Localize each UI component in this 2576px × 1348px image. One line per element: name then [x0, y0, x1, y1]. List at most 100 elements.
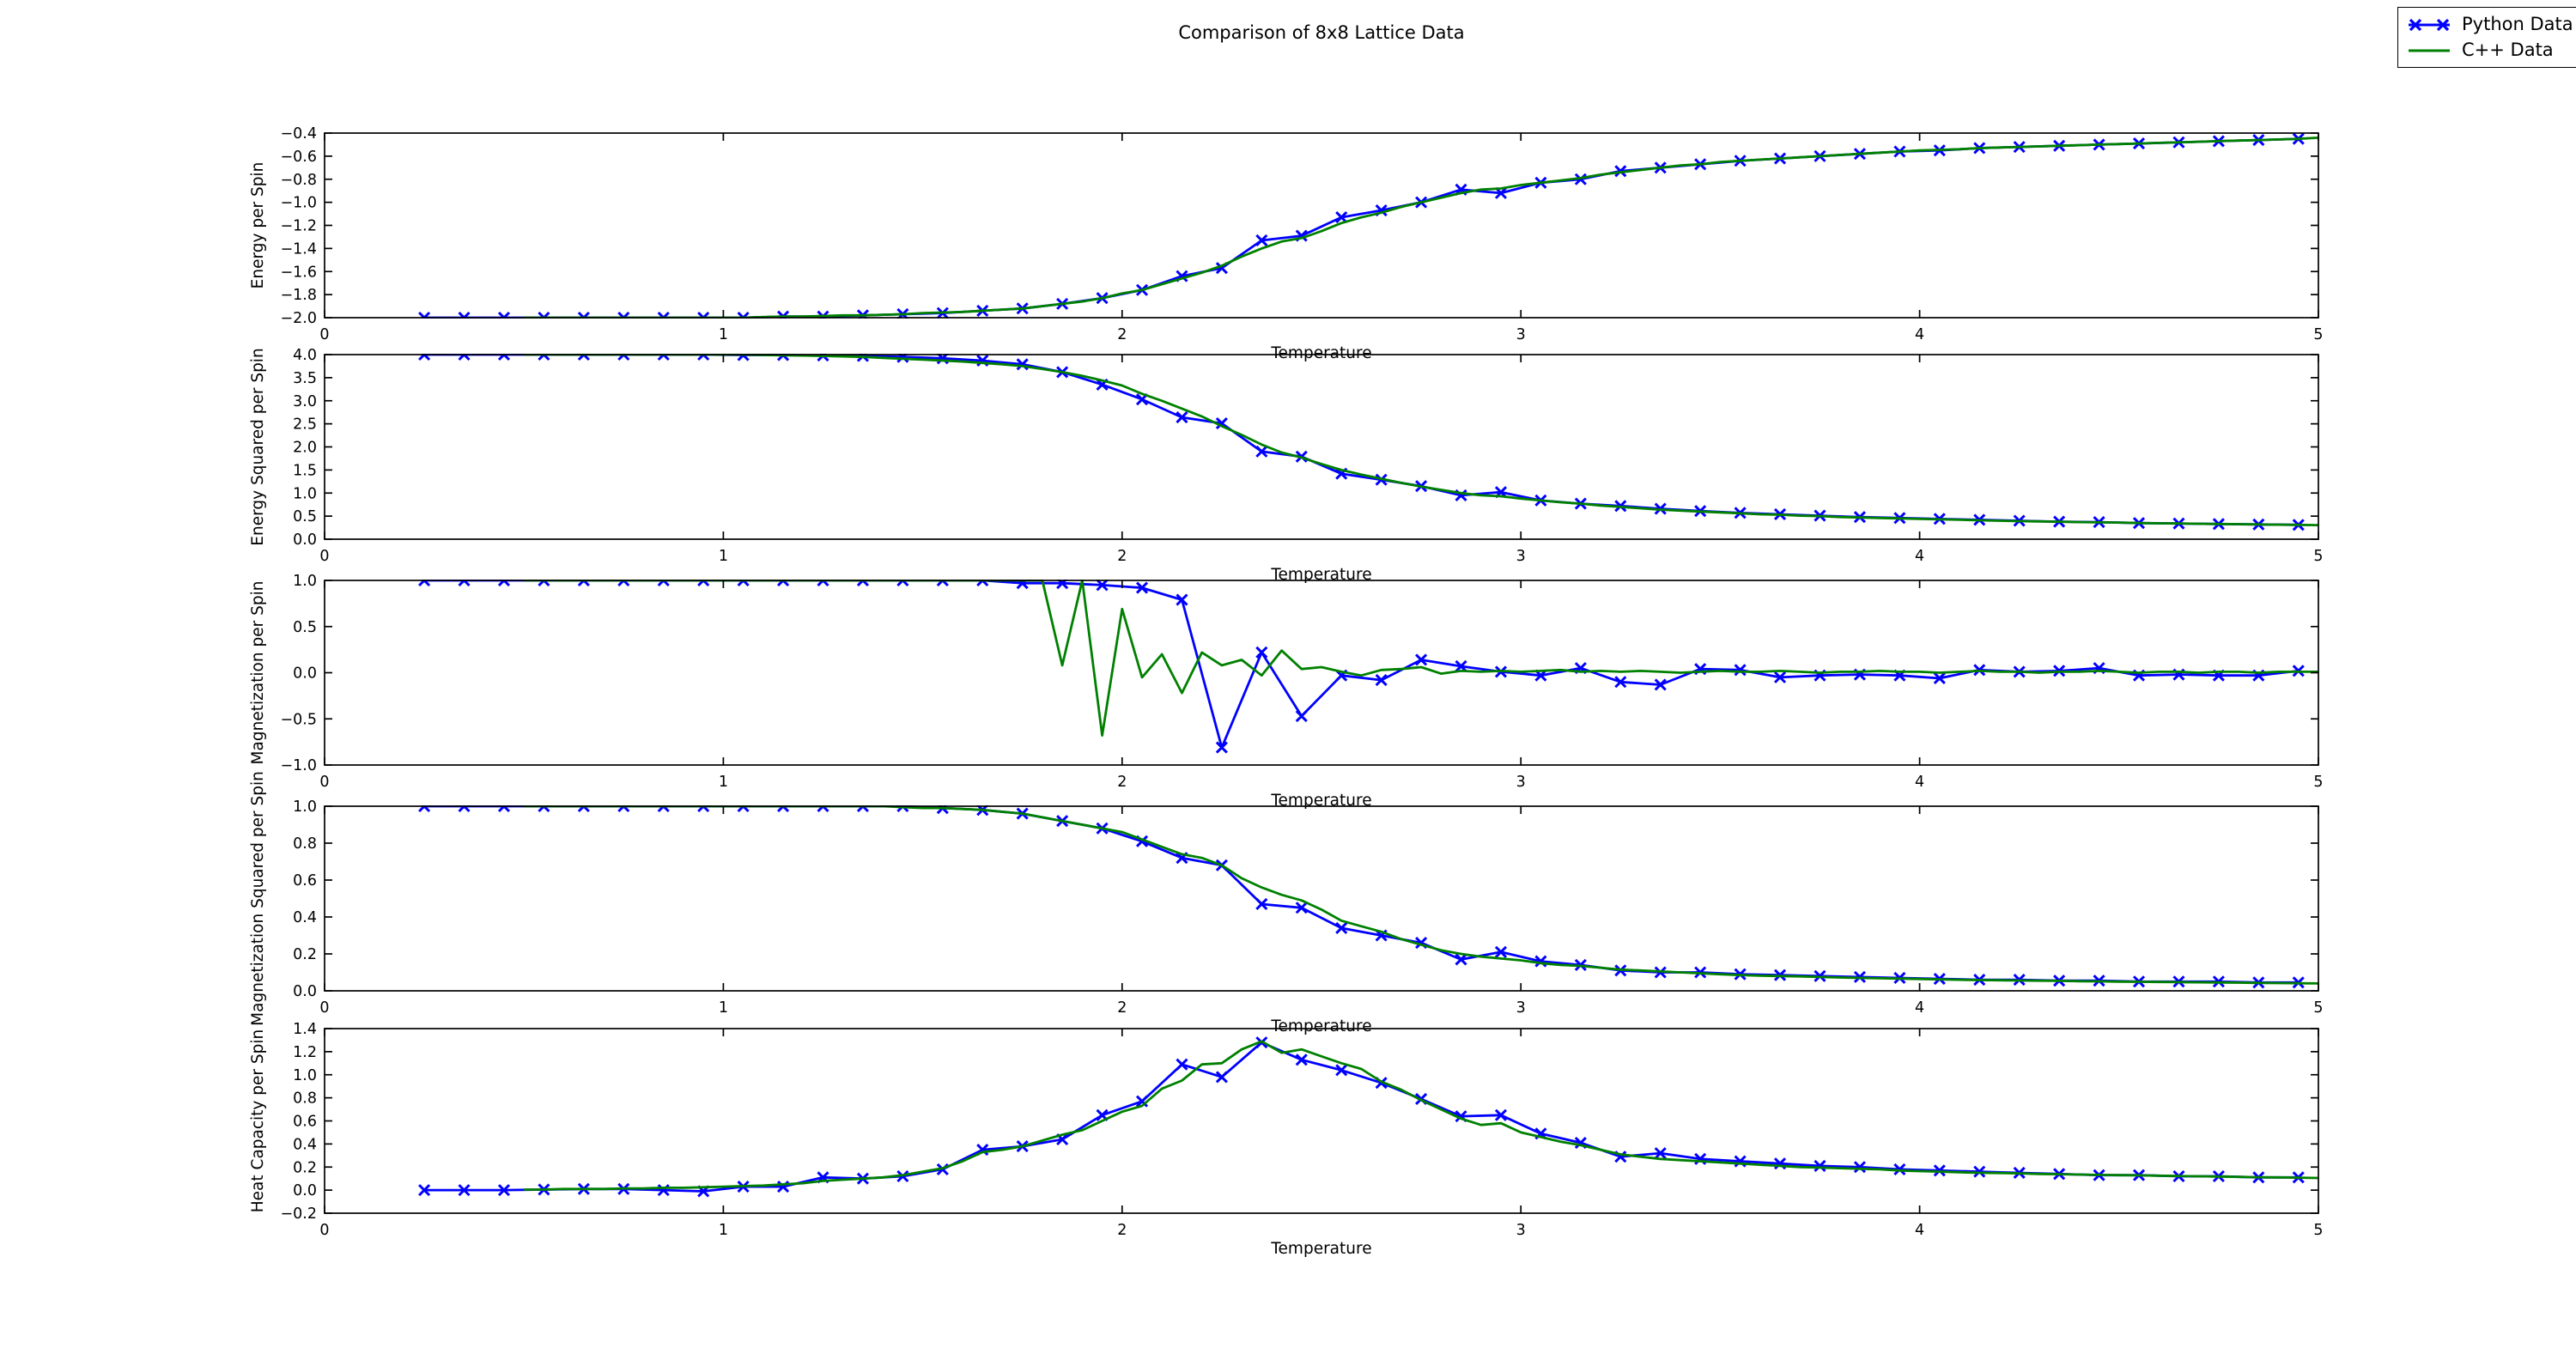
x-tick-label: 5: [2313, 326, 2323, 343]
x-tick-label: 2: [1117, 1222, 1127, 1239]
series-python-energy-line: [424, 137, 2299, 319]
series-cpp-energy-line: [524, 137, 2319, 319]
x-tick-label: 1: [719, 774, 728, 791]
x-tick-label: 3: [1516, 774, 1526, 791]
y-tick-label: −1.2: [281, 218, 318, 235]
y-tick-label: 1.2: [293, 1044, 317, 1061]
y-tick-label: 1.0: [293, 573, 317, 590]
x-tick-label: 1: [719, 999, 728, 1017]
y-tick-label: 0.0: [293, 1182, 317, 1199]
y-tick-label: 1.0: [293, 798, 317, 816]
series-python-magnetization-squared-markers: [418, 805, 2305, 989]
y-tick-label: 3.5: [293, 370, 317, 387]
y-tick-label: −1.0: [281, 195, 318, 212]
y-tick-label: 0.4: [293, 1136, 317, 1153]
subplot-energy-squared: 0 1 2 3 4 5 0.0 0.5 1.0 1.5 2.0 2.5 3.0 3.5 4.0 Tempera…: [249, 347, 2324, 584]
legend: Python Data C++ Data: [2397, 7, 2576, 68]
series-python-heat-capacity-line: [424, 1041, 2299, 1193]
x-tick-label: 3: [1516, 1222, 1526, 1239]
series-python-energy-squared-line: [424, 354, 2299, 526]
x-tick-label: 4: [1915, 999, 1924, 1017]
x-tick-label: 0: [319, 999, 329, 1017]
y-tick-label: 0.2: [293, 1159, 317, 1176]
y-tick-label: 3.0: [293, 393, 317, 410]
y-tick-label: 2.0: [293, 440, 317, 457]
y-tick-label: 0.0: [293, 531, 317, 549]
y-tick-label: −0.5: [281, 711, 318, 728]
series-python-magnetization-line: [424, 580, 2299, 749]
y-axis-label-heat-capacity: Heat Capacity per Spin: [249, 1029, 267, 1212]
x-tick-label: 5: [2313, 999, 2323, 1017]
cpp-line-icon: [2409, 49, 2450, 52]
x-tick-label: 2: [1117, 774, 1127, 791]
axes-border-energy-squared: [324, 354, 2319, 540]
x-tick-label: 1: [719, 1222, 728, 1239]
y-tick-label: −1.4: [281, 240, 318, 258]
x-tick-label: 2: [1117, 548, 1127, 565]
x-tick-label: 1: [719, 548, 728, 565]
y-tick-label: 1.0: [293, 485, 317, 502]
x-tick-label: 4: [1915, 548, 1924, 565]
subplot-magnetization-squared: 0 1 2 3 4 5 0.0 0.2 0.4 0.6 0.8 1.0 Temperature Magne…: [249, 771, 2324, 1035]
x-axis-label-heat-capacity: Temperature: [1270, 1240, 1371, 1258]
subplot-magnetization: 0 1 2 3 4 5 −1.0 −0.5 0.0 0.5 1.0 Temperature Magnet…: [249, 573, 2324, 810]
y-tick-label: 1.4: [293, 1021, 317, 1038]
y-tick-label: 0.5: [293, 508, 317, 525]
x-tick-label: 5: [2313, 548, 2323, 565]
x-axis-label-energy-squared: Temperature: [1270, 566, 1371, 584]
series-python-energy-squared-markers: [418, 354, 2305, 531]
series-cpp-magnetization-squared-line: [524, 805, 2319, 985]
y-tick-label: −0.2: [281, 1205, 318, 1223]
x-tick-label: 3: [1516, 999, 1526, 1017]
series-python-magnetization-markers: [418, 580, 2305, 754]
y-axis-label-energy-squared: Energy Squared per Spin: [249, 348, 267, 545]
x-tick-label: 3: [1516, 326, 1526, 343]
x-tick-label: 0: [319, 326, 329, 343]
y-tick-label: −2.0: [281, 310, 318, 327]
y-tick-label: −1.6: [281, 264, 318, 281]
y-tick-label: 0.2: [293, 946, 317, 963]
x-tick-label: 0: [319, 548, 329, 565]
x-tick-label: 3: [1516, 548, 1526, 565]
y-tick-label: 0.0: [293, 983, 317, 1000]
x-tick-label: 4: [1915, 774, 1924, 791]
subplot-energy: 0 1 2 3 4 5 −2.0 −1.8 −1.6 −1.4 −1.2 −1.0 −0.8 −0.6 −0…: [249, 125, 2324, 362]
y-axis-label-magnetization: Magnetization per Spin: [249, 581, 267, 765]
figure-title: Comparison of 8x8 Lattice Data: [1178, 22, 1465, 43]
series-cpp-energy-squared-line: [524, 354, 2319, 526]
y-tick-label: 0.5: [293, 619, 317, 636]
x-tick-label: 5: [2313, 774, 2323, 791]
x-axis-label-magnetization-squared: Temperature: [1270, 1017, 1371, 1035]
python-line-x-marker-icon: [2409, 18, 2450, 31]
y-tick-label: 1.0: [293, 1067, 317, 1084]
subplot-heat-capacity: 0 1 2 3 4 5 −0.2 0.0 0.2 0.4 0.6 0.8 1.0 1.2 1.4 Temper…: [249, 1021, 2324, 1258]
series-python-energy-markers: [418, 132, 2305, 319]
series-cpp-magnetization-line: [524, 580, 2318, 737]
x-axis-label-energy: Temperature: [1270, 344, 1371, 362]
x-tick-label: 4: [1915, 1222, 1924, 1239]
y-tick-label: 0.6: [293, 1114, 317, 1131]
y-axis-label-magnetization-squared: Magnetization Squared per Spin: [249, 771, 267, 1026]
series-cpp-heat-capacity-line: [524, 1040, 2319, 1191]
x-tick-label: 0: [319, 1222, 329, 1239]
series-python-magnetization-squared-line: [424, 805, 2299, 984]
y-tick-label: 4.0: [293, 347, 317, 364]
y-tick-label: 0.6: [293, 872, 317, 890]
legend-label-cpp-data: C++ Data: [2462, 39, 2554, 60]
y-tick-label: −1.0: [281, 757, 318, 774]
y-tick-label: 0.0: [293, 665, 317, 683]
x-tick-label: 0: [319, 774, 329, 791]
y-tick-label: 0.4: [293, 909, 317, 926]
y-tick-label: −0.6: [281, 149, 318, 166]
y-tick-label: −0.4: [281, 125, 318, 143]
y-tick-label: −0.8: [281, 172, 318, 189]
y-axis-label-energy: Energy per Spin: [249, 162, 267, 289]
x-tick-label: 5: [2313, 1222, 2323, 1239]
legend-item-cpp-data: C++ Data: [2406, 39, 2573, 61]
axes-border-magnetization-squared: [324, 805, 2319, 992]
y-tick-label: −1.8: [281, 287, 318, 304]
x-axis-label-magnetization: Temperature: [1270, 792, 1371, 810]
y-tick-label: 0.8: [293, 835, 317, 853]
legend-label-python-data: Python Data: [2462, 14, 2573, 34]
